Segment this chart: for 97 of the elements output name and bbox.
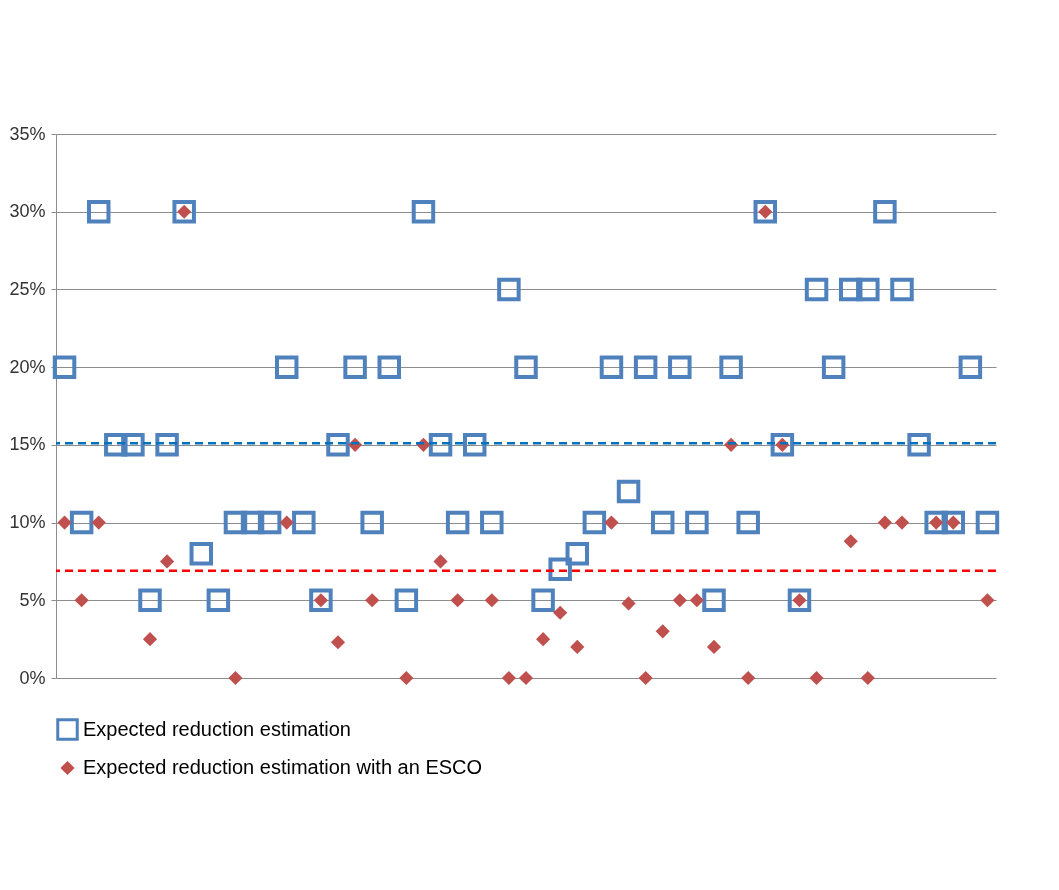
y-tick-label: 20% [9, 356, 46, 377]
point [394, 588, 419, 613]
point [52, 355, 77, 379]
point [787, 588, 812, 613]
point [206, 588, 231, 613]
point [650, 510, 675, 535]
point [57, 515, 72, 530]
point [501, 670, 516, 686]
y-tick-label: 10% [9, 512, 46, 533]
point [343, 355, 367, 379]
point [548, 557, 572, 581]
legend-label: Expected reduction estimation with an ESCO [83, 756, 483, 778]
point [873, 199, 897, 224]
point [91, 515, 106, 530]
point [309, 588, 333, 613]
point [274, 355, 299, 379]
point [462, 433, 487, 457]
point [821, 355, 846, 379]
point [638, 670, 653, 686]
point [582, 510, 607, 535]
point [856, 277, 880, 302]
point [330, 635, 346, 650]
point [599, 355, 624, 379]
y-tick-label: 30% [9, 201, 46, 222]
point [672, 593, 687, 608]
point [223, 510, 248, 535]
point [279, 515, 294, 530]
point [480, 510, 504, 535]
point [189, 541, 214, 566]
point [685, 510, 709, 535]
point [160, 554, 175, 569]
point [753, 199, 778, 224]
point [958, 355, 983, 379]
point [877, 515, 892, 530]
point [565, 541, 590, 566]
point [890, 277, 914, 302]
y-tick-label: 35% [9, 123, 46, 144]
point [804, 277, 829, 302]
point [736, 510, 760, 535]
point [924, 510, 948, 535]
point [843, 534, 858, 549]
point [616, 479, 641, 504]
point [155, 433, 179, 457]
point [706, 639, 722, 654]
point [450, 593, 465, 608]
y-tick-label: 0% [19, 667, 46, 688]
point [104, 433, 128, 457]
point [365, 593, 380, 608]
point [86, 199, 111, 224]
point [975, 510, 1000, 535]
point [719, 355, 743, 379]
point [809, 670, 824, 686]
point [172, 199, 196, 224]
point [484, 593, 499, 608]
point [292, 510, 316, 535]
point [655, 624, 670, 639]
point [621, 596, 636, 611]
y-tick-label: 5% [19, 589, 46, 610]
point [360, 510, 384, 535]
point [445, 510, 470, 535]
point [433, 554, 448, 569]
point [941, 510, 966, 535]
point [138, 588, 162, 613]
y-tick-label: 25% [9, 278, 46, 299]
point [121, 433, 145, 457]
point [604, 515, 619, 530]
point [399, 670, 414, 686]
point [518, 670, 534, 686]
point [240, 510, 265, 535]
point [570, 639, 585, 654]
point [377, 355, 402, 379]
point [980, 593, 995, 608]
point [633, 355, 658, 379]
point [428, 433, 453, 457]
point [668, 355, 692, 379]
point [689, 593, 704, 608]
point [514, 355, 538, 379]
point [142, 632, 158, 647]
point [907, 433, 931, 457]
point [838, 277, 863, 302]
point [411, 199, 436, 224]
point [326, 433, 350, 457]
point [536, 632, 551, 647]
point [894, 515, 910, 530]
point [702, 588, 726, 613]
point [741, 670, 756, 686]
point [228, 670, 243, 686]
point [770, 433, 795, 457]
point [257, 510, 282, 535]
point [553, 605, 568, 620]
point [860, 670, 875, 686]
point [497, 277, 521, 302]
point [531, 588, 555, 613]
point [74, 593, 89, 608]
point [69, 510, 94, 535]
y-tick-label: 15% [9, 434, 46, 455]
legend-label: Expected reduction estimation [83, 717, 351, 740]
